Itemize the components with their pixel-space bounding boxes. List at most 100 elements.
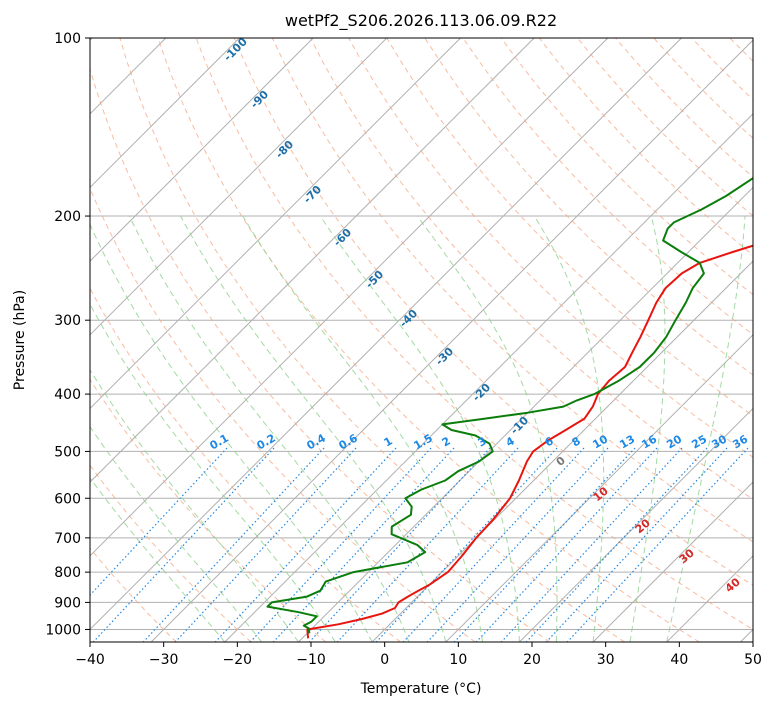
mixing-ratio-line	[426, 447, 609, 642]
mixing-ratio-line	[174, 447, 357, 642]
mixing-ratio-line	[272, 447, 455, 642]
y-axis-ticks: 1000 900 800 700 600 500 400 300 200 100	[45, 31, 90, 638]
isotherm-line	[90, 38, 535, 483]
dry-adiabat-line	[90, 67, 551, 642]
moist-adiabat-line	[180, 215, 447, 642]
dry-adiabat-line	[577, 38, 753, 217]
moist-adiabat-line	[90, 303, 336, 642]
isotherm-line	[90, 38, 314, 262]
mixing-ratio-line	[402, 447, 585, 642]
isotherm-label: -100	[221, 35, 250, 64]
dry-adiabat-line	[310, 38, 753, 500]
mixing-ratio-line	[453, 447, 636, 642]
mixing-ratio-line	[336, 447, 519, 642]
moist-adiabat-label: 0	[554, 454, 568, 469]
mixing-ratio-line	[545, 447, 728, 642]
dry-adiabat-line	[386, 38, 753, 417]
mixing-ratio-line	[475, 447, 658, 642]
moist-adiabat-line	[629, 215, 666, 642]
isotherm-label: -60	[331, 226, 354, 249]
moist-adiabat-line	[90, 425, 263, 642]
mixing-ratio-line	[249, 447, 432, 642]
dry-adiabat-line	[90, 547, 177, 642]
dry-adiabat-line	[729, 38, 753, 62]
dry-adiabat-line	[233, 38, 753, 586]
isotherm-line	[740, 628, 753, 642]
dewpoint-profile-line	[266, 176, 753, 634]
moist-adiabat-line	[533, 215, 605, 642]
dry-adiabat-line	[348, 38, 753, 458]
x-tick-label: 30	[597, 652, 615, 668]
isotherm-label: -80	[273, 138, 296, 161]
series-group	[266, 176, 753, 639]
isotherm-line	[224, 113, 753, 642]
y-tick-label: 1000	[45, 622, 81, 638]
dry-adiabat-line	[768, 38, 775, 642]
isotherm-label: -30	[433, 345, 456, 368]
isotherm-line	[90, 38, 461, 410]
x-tick-label: −10	[296, 652, 326, 668]
dry-adiabat-line	[538, 38, 753, 256]
mixing-ratio-label: 0.6	[337, 431, 361, 452]
isotherm-line	[519, 407, 753, 642]
y-tick-label: 500	[54, 444, 81, 460]
x-tick-label: −40	[75, 652, 105, 668]
y-tick-label: 100	[54, 31, 81, 47]
mixing-ratio-line	[525, 447, 708, 642]
dry-adiabat-line	[691, 38, 753, 101]
dry-adiabat-line	[462, 38, 753, 336]
x-tick-label: −20	[223, 652, 253, 668]
moist-adiabat-line	[128, 215, 410, 642]
x-tick-label: −30	[149, 652, 179, 668]
isotherm-label: -50	[363, 268, 386, 291]
dry-adiabat-line	[90, 464, 252, 642]
isotherm-label: -90	[248, 88, 271, 111]
dry-adiabat-line	[195, 38, 753, 631]
moist-adiabat-label: 20	[633, 516, 653, 536]
isotherm-line	[150, 39, 753, 642]
dry-adiabat-line	[653, 38, 753, 139]
y-tick-label: 600	[54, 491, 81, 507]
moist-adiabat-line	[666, 215, 746, 642]
y-axis-label: Pressure (hPa)	[12, 290, 28, 390]
dry-adiabat-line	[90, 186, 476, 642]
mixing-ratio-line	[142, 447, 325, 642]
moist-adiabat-line	[90, 223, 373, 642]
x-axis-ticks: −40 −30 −20 −10 0 10 20 30 40 50	[75, 642, 762, 668]
y-tick-label: 400	[54, 387, 81, 403]
background-lines	[90, 38, 775, 642]
moist-adiabat-label: 40	[723, 575, 743, 595]
chart-title: wetPf2_S206.2026.113.06.09.R22	[285, 11, 557, 31]
isotherm-label: -40	[397, 307, 420, 330]
x-tick-label: 10	[449, 652, 467, 668]
dry-adiabat-line	[90, 378, 327, 642]
mixing-ratio-label: 1.5	[412, 431, 435, 452]
y-tick-label: 200	[54, 209, 81, 225]
temperature-profile-line	[306, 244, 753, 639]
moist-adiabat-line	[90, 368, 299, 642]
x-tick-label: 50	[744, 652, 762, 668]
isotherm-line	[90, 38, 388, 336]
mixing-ratio-line	[566, 447, 749, 642]
isotherm-line	[90, 38, 240, 189]
mixing-ratio-line	[375, 447, 558, 642]
plot-frame	[89, 37, 754, 643]
y-tick-label: 700	[54, 531, 81, 547]
y-tick-label: 800	[54, 565, 81, 581]
moist-adiabat-line	[319, 215, 520, 642]
isotherm-line	[445, 334, 753, 642]
dry-adiabat-line	[119, 38, 625, 642]
isotherm-line	[90, 38, 609, 557]
mixing-ratio-label: 0.2	[255, 431, 278, 452]
mixing-ratio-line	[500, 447, 683, 642]
moist-adiabat-line	[416, 215, 558, 642]
mixing-ratio-label: 0.4	[305, 431, 329, 452]
x-axis-label: Temperature (°C)	[360, 681, 482, 697]
line-labels: -100-90-80-70-60-50-40-30-20-100.1 0.2 0.4…	[208, 35, 751, 595]
y-tick-label: 300	[54, 313, 81, 329]
dry-adiabat-line	[157, 38, 700, 642]
mixing-ratio-label: 1	[382, 434, 395, 449]
mixing-ratio-line	[214, 447, 397, 642]
